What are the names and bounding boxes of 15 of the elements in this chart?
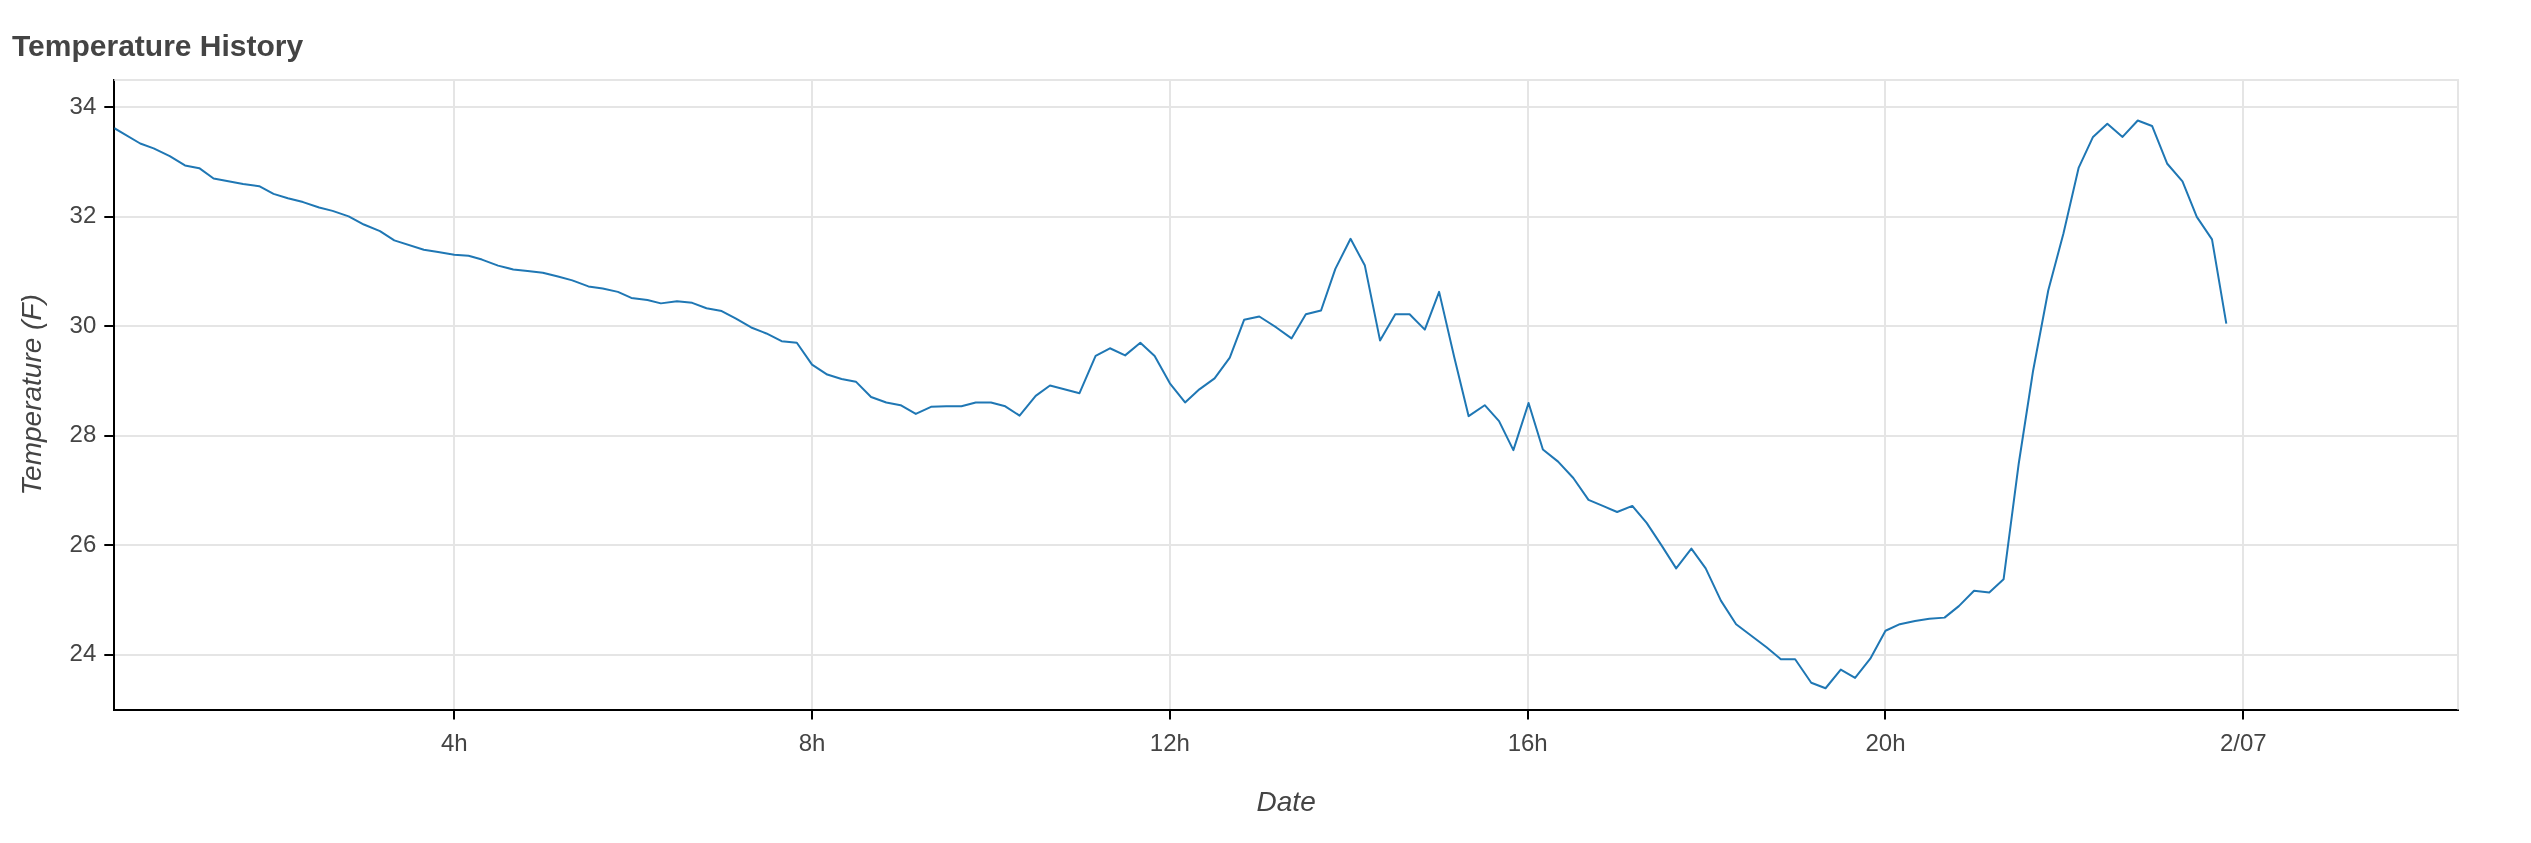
x-tick-label: 20h (1865, 728, 1906, 756)
y-axis-title: Temperature (F) (15, 294, 47, 496)
x-tick-label: 16h (1507, 728, 1548, 756)
chart-title: Temperature History (12, 29, 304, 63)
y-tick-label: 28 (69, 420, 97, 448)
x-axis-title: Date (1256, 786, 1316, 817)
y-tick-label: 30 (69, 310, 97, 338)
x-tick-label: 2/07 (2219, 728, 2267, 756)
x-tick-label: 8h (798, 728, 826, 756)
x-tick-label: 12h (1149, 728, 1190, 756)
x-tick-label: 4h (440, 728, 468, 756)
y-tick-label: 34 (69, 92, 97, 119)
y-tick-label: 32 (69, 201, 97, 229)
y-tick-label: 26 (69, 529, 97, 557)
y-tick-label: 24 (69, 639, 97, 667)
